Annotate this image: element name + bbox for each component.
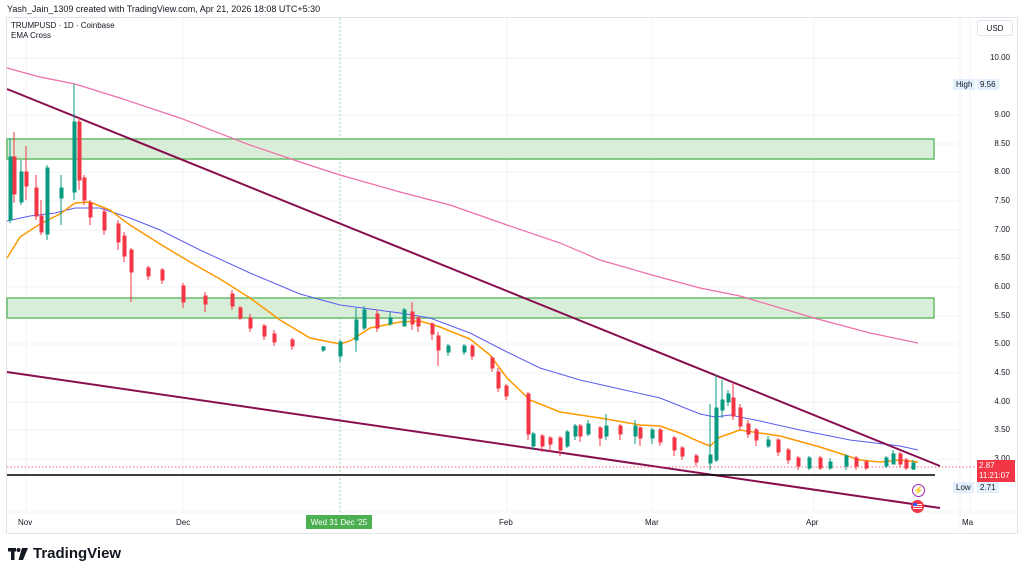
last-price-value: 2.87 xyxy=(979,461,995,470)
crosshair-date-label: Wed 31 Dec '25 xyxy=(306,515,372,529)
high-label: High xyxy=(953,79,976,90)
high-value: 9.56 xyxy=(977,79,999,90)
time-tick: Nov xyxy=(18,518,33,527)
tradingview-logo[interactable]: TradingView xyxy=(8,545,121,562)
lightning-event-icon[interactable]: ⚡ xyxy=(912,484,925,497)
price-tick: 6.50 xyxy=(994,253,1010,262)
price-tick: 7.50 xyxy=(994,196,1010,205)
price-tick: 7.00 xyxy=(994,225,1010,234)
price-tick: 3.00 xyxy=(994,454,1010,463)
support-trendline xyxy=(6,371,941,509)
tradingview-logo-text: TradingView xyxy=(33,545,122,562)
price-tick: 3.50 xyxy=(994,425,1010,434)
currency-button[interactable]: USD xyxy=(977,20,1013,36)
lower-zone xyxy=(6,297,935,319)
candles xyxy=(8,84,916,470)
grid xyxy=(7,18,1017,534)
ema-fast-line xyxy=(6,201,919,463)
price-tick: 8.50 xyxy=(994,139,1010,148)
ema-slow-line xyxy=(6,67,919,344)
time-tick: Feb xyxy=(499,518,513,527)
time-tick: Mar xyxy=(645,518,659,527)
chart-legend: TRUMPUSD · 1D · Coinbase EMA Cross xyxy=(11,21,115,41)
price-tick: 10.00 xyxy=(989,53,1010,62)
price-tick: 4.00 xyxy=(994,397,1010,406)
price-tick: 8.00 xyxy=(994,167,1010,176)
price-tick: 4.50 xyxy=(994,368,1010,377)
chart-frame xyxy=(6,17,1018,534)
upper-zone xyxy=(6,138,935,160)
us-flag-event-icon[interactable] xyxy=(911,500,924,513)
attribution-text: Yash_Jain_1309 created with TradingView.… xyxy=(7,4,321,14)
time-tick: Dec xyxy=(176,518,191,527)
tradingview-logo-icon xyxy=(8,547,28,560)
price-tick: 6.00 xyxy=(994,282,1010,291)
symbol-info: TRUMPUSD · 1D · Coinbase xyxy=(11,21,115,30)
price-tick: 9.00 xyxy=(994,110,1010,119)
bar-countdown: 11:21:07 xyxy=(979,471,1010,480)
price-tick: 5.00 xyxy=(994,339,1010,348)
last-price-badge: 2.87 11:21:07 xyxy=(977,460,1015,482)
low-label: Low xyxy=(953,482,974,493)
time-tick: Apr xyxy=(806,518,819,527)
low-value: 2.71 xyxy=(977,482,999,493)
resistance-trendline xyxy=(6,88,941,467)
ema-mid-line xyxy=(6,207,919,451)
indicator-name[interactable]: EMA Cross xyxy=(11,31,52,40)
price-tick: 5.50 xyxy=(994,311,1010,320)
time-tick: Ma xyxy=(962,518,974,527)
